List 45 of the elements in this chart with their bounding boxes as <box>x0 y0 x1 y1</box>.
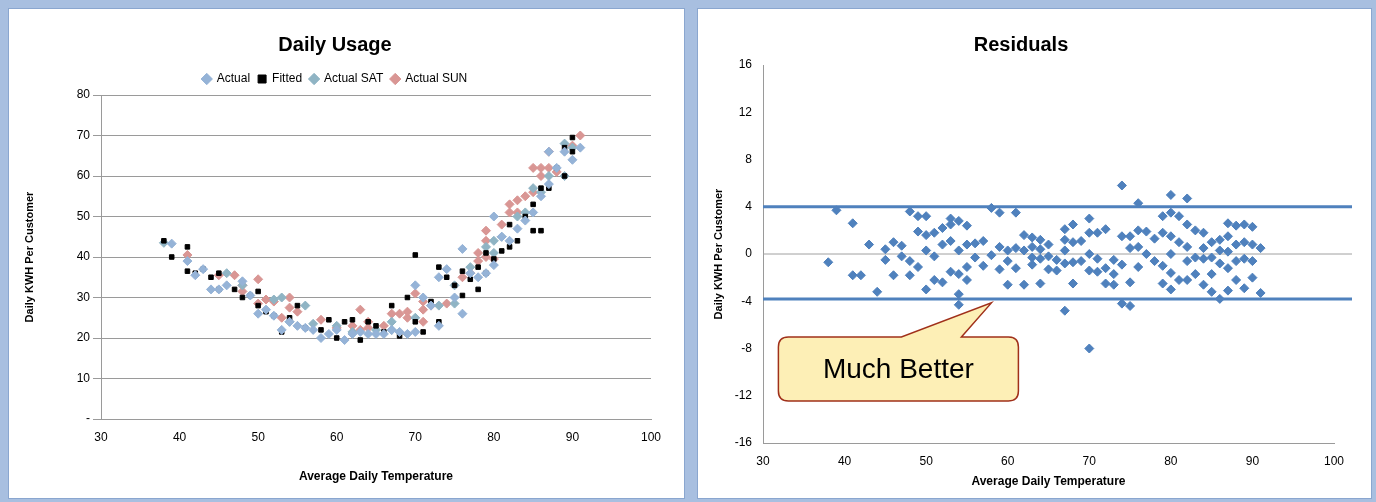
y-tick-label: 8 <box>745 151 753 166</box>
y-tick-label: -16 <box>734 435 753 450</box>
x-tick-label: 80 <box>1164 453 1178 468</box>
chart-title: Daily Usage <box>278 32 392 55</box>
y-tick-label: 70 <box>76 127 91 142</box>
legend-label: Actual SUN <box>405 71 468 86</box>
x-axis-title: Average Daily Temperature <box>298 469 454 484</box>
y-tick-label: 16 <box>738 57 753 72</box>
y-axis-title: Daily KWH Per Customer <box>711 187 724 320</box>
x-tick-label: 40 <box>172 429 187 444</box>
x-tick-label: 90 <box>1245 453 1260 468</box>
y-axis-title: Daily KWH Per Customer <box>22 190 35 323</box>
x-tick-label: 30 <box>756 453 770 468</box>
x-tick-label: 70 <box>1082 453 1097 468</box>
y-tick-label: 40 <box>76 249 91 264</box>
y-tick-label: 4 <box>745 199 753 214</box>
y-tick-label: 0 <box>745 246 753 261</box>
x-axis-title: Average Daily Temperature <box>971 474 1126 489</box>
y-tick-label: -8 <box>741 340 753 355</box>
x-tick-label: 30 <box>94 429 108 444</box>
y-tick-label: - <box>86 411 90 426</box>
x-tick-label: 100 <box>1323 453 1345 468</box>
x-tick-label: 70 <box>408 429 423 444</box>
y-tick-label: 60 <box>76 168 91 183</box>
x-tick-label: 40 <box>837 453 852 468</box>
y-tick-label: -12 <box>734 388 753 403</box>
y-tick-label: 30 <box>76 289 91 304</box>
x-tick-label: 100 <box>640 429 662 444</box>
y-tick-label: 12 <box>738 104 753 119</box>
x-tick-label: 60 <box>330 429 344 444</box>
y-tick-label: 20 <box>76 330 91 345</box>
chart-title: Residuals <box>973 32 1069 55</box>
y-tick-label: 10 <box>76 370 91 385</box>
y-tick-label: 80 <box>76 87 91 102</box>
annotation: Much Better <box>822 352 974 384</box>
x-tick-label: 80 <box>487 429 501 444</box>
legend-label: Actual <box>216 71 251 86</box>
y-tick-label: -4 <box>741 293 753 308</box>
legend-label: Fitted <box>272 71 303 86</box>
x-tick-label: 60 <box>1001 453 1015 468</box>
y-tick-label: 50 <box>76 208 91 223</box>
x-tick-label: 90 <box>565 429 580 444</box>
x-tick-label: 50 <box>251 429 266 444</box>
legend-label: Actual SAT <box>324 71 384 86</box>
x-tick-label: 50 <box>919 453 934 468</box>
